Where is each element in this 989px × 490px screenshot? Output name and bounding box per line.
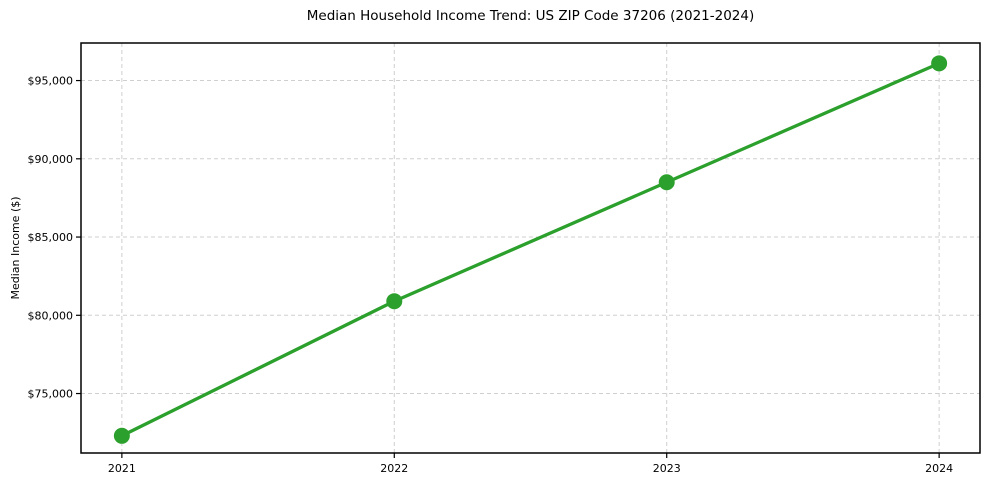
data-point (386, 293, 403, 310)
data-point (658, 174, 675, 191)
plot-border (80, 42, 981, 454)
y-tick-label: $75,000 (28, 388, 74, 401)
y-tick-label: $85,000 (28, 231, 74, 244)
x-tick-label: 2021 (108, 462, 136, 475)
data-point (113, 427, 130, 444)
y-tick-label: $95,000 (28, 75, 74, 88)
y-tick-label: $80,000 (28, 309, 74, 322)
data-point (931, 55, 948, 72)
x-tick-label: 2022 (380, 462, 408, 475)
x-tick-label: 2023 (653, 462, 681, 475)
trend-line (120, 61, 941, 438)
chart-title: Median Household Income Trend: US ZIP Co… (306, 8, 755, 24)
y-axis-label: Median Income ($) (9, 196, 22, 300)
x-tick-label: 2024 (925, 462, 953, 475)
y-tick-label: $90,000 (28, 153, 74, 166)
